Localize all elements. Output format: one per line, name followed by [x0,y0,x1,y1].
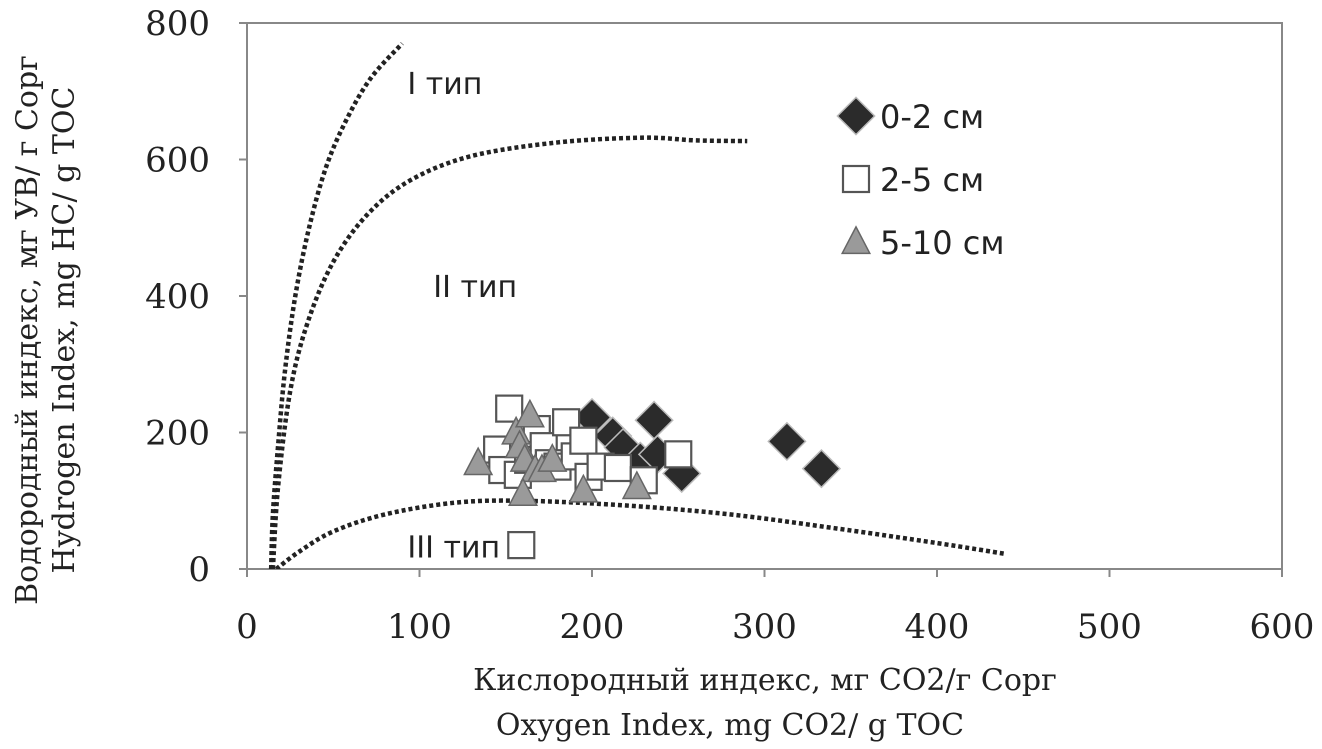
x-tick-label: 100 [387,607,452,647]
legend-label: 0-2 см [880,98,984,136]
legend-marker-triangle [840,225,872,255]
legend-label: 2-5 см [880,161,984,199]
y-tick-label: 800 [145,4,210,44]
legend: 0-2 см 2-5 см 5-10 см [836,96,1005,262]
legend-label: 5-10 см [880,224,1005,262]
boundary-curve-type-I [268,41,404,569]
x-tick-label: 0 [236,607,258,647]
plot-area: I тип II тип III тип [246,22,1283,570]
type-label: I тип [407,67,482,102]
x-tick-label: 600 [1250,607,1315,647]
data-point-square [603,453,632,483]
y-tick-label: 400 [145,277,210,317]
legend-marker-square [841,164,871,194]
data-point-triangle [568,473,599,503]
x-axis-title-en: Oxygen Index, mg CO2/ g TOC [496,708,964,743]
x-tick-label: 400 [905,607,970,647]
y-axis-title-ru: Водородный индекс, мг УВ/ г Сорг [10,55,45,605]
data-point-diamond [767,421,807,462]
boundary-curve-type-III [274,498,1007,569]
x-axis-title-ru: Кислородный индекс, мг CO2/г Сорг [473,663,1057,698]
y-tick-label: 0 [188,550,210,590]
data-point-triangle [463,446,494,476]
x-tick-label: 300 [732,607,797,647]
legend-marker-diamond [836,96,876,136]
x-tick-label: 200 [560,607,625,647]
type-label: II тип [433,270,517,305]
boundary-curves [268,41,1007,569]
annotations: I тип II тип III тип [407,67,517,565]
data-points [463,394,842,560]
data-point-square [664,440,693,469]
type-label: III тип [407,530,500,565]
data-point-triangle [514,398,545,428]
data-point-square [569,426,598,455]
y-tick-label: 600 [145,141,210,181]
data-point-square [507,531,536,560]
data-point-triangle [621,470,652,500]
y-tick-label: 200 [145,414,210,454]
x-tick-label: 500 [1077,607,1142,647]
data-point-triangle [537,443,568,472]
plot-frame [246,22,1283,570]
axes: 0 100 200 300 400 500 600 0 200 400 600 800 [145,4,1314,647]
boundary-curve-type-II [270,135,748,569]
data-point-diamond [801,449,842,489]
data-point-triangle [507,477,539,507]
data-point-diamond [634,400,674,440]
data-point-square [495,394,524,423]
y-axis-title-en: Hydrogen Index, mg HC/ g TOC [47,87,82,574]
